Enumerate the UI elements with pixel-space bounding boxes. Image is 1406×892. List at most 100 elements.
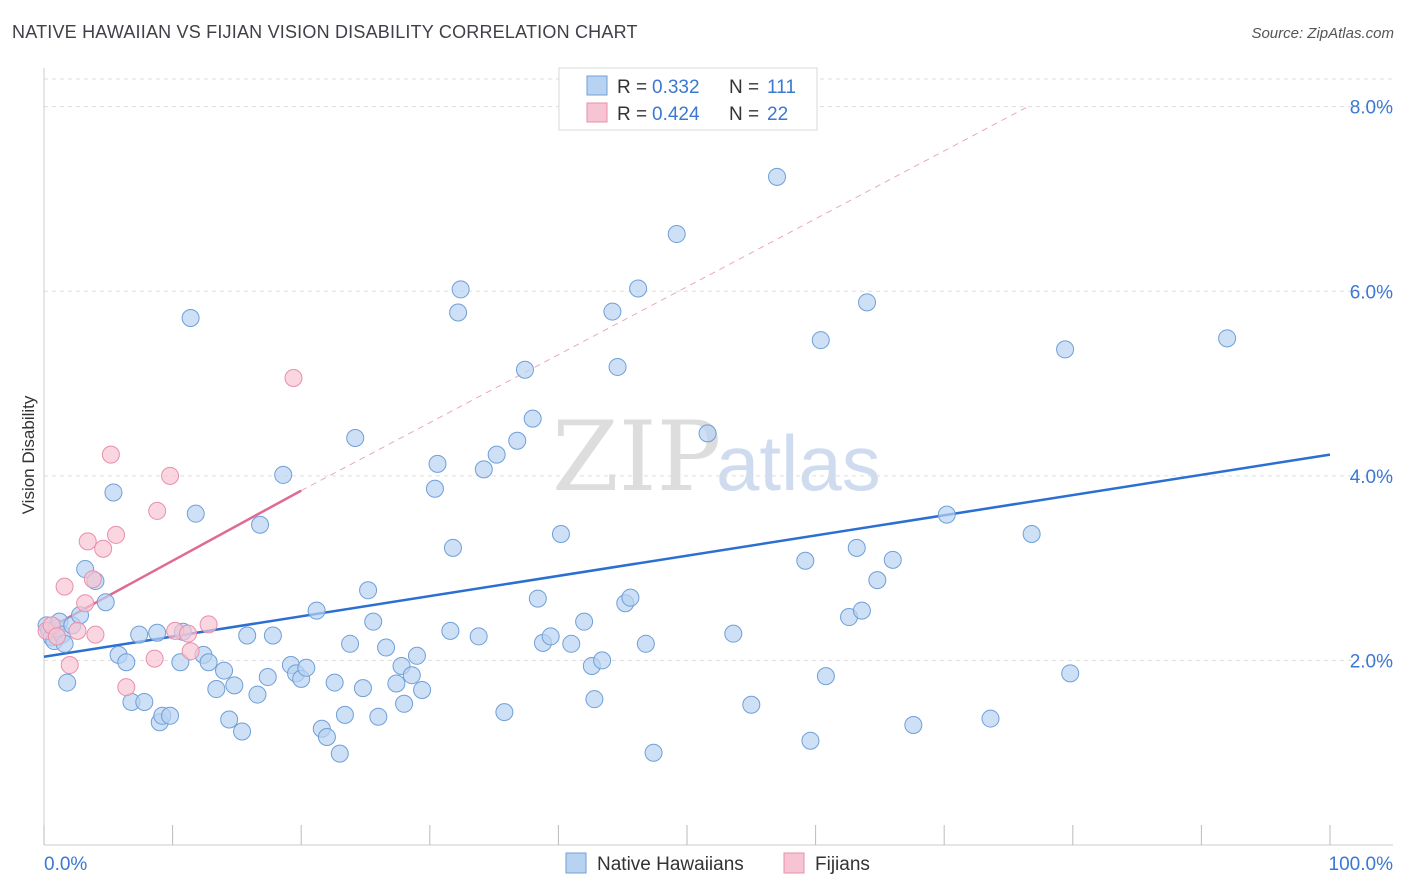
native-hawaiian-point [96,593,115,612]
native-hawaiian-point [402,666,421,685]
fijian-point [284,369,303,388]
fijian-point [78,532,97,551]
native-hawaiian-point [449,303,468,322]
legend: R = 0.332 N = 111 R = 0.424 N = 22 [558,67,818,131]
native-hawaiian-point [215,661,234,680]
native-hawaiian-point [593,651,612,670]
y-tick-label: 4.0% [1350,467,1393,488]
native-hawaiian-point [238,626,257,645]
legend-r-label-1: R = [617,77,647,98]
series-swatch-fijians [783,852,805,874]
x-tick-label-min: 0.0% [44,854,87,875]
native-hawaiian-point [585,690,604,709]
native-hawaiian-point [801,731,820,750]
native-hawaiian-point [325,673,344,692]
native-hawaiian-point [811,331,830,350]
gridlines [44,78,1393,661]
native-hawaiian-point [307,601,326,620]
native-hawaiian-point [981,709,1000,728]
fijian-point [148,501,167,520]
native-hawaiian-point [148,623,167,642]
legend-n-value-2: 22 [767,104,788,125]
native-hawaiian-point [407,646,426,665]
legend-r-value-1: 0.332 [652,77,700,98]
native-hawaiian-point [263,626,282,645]
native-hawaiian-point [1056,340,1075,359]
native-hawaiian-point [341,634,360,653]
native-hawaiians-trend-line [43,453,1331,658]
native-hawaiian-point [171,653,190,672]
native-hawaiian-point [395,694,414,713]
native-hawaiian-point [317,728,336,747]
native-hawaiian-point [575,612,594,631]
fijian-point [47,627,66,646]
fijian-point [161,466,180,485]
fijian-point [199,615,218,634]
native-hawaiian-point [443,538,462,557]
native-hawaiian-point [369,707,388,726]
series-label-fijians: Fijians [815,854,870,875]
fijian-point [117,678,136,697]
legend-swatch-pink [586,102,608,123]
native-hawaiian-point [515,360,534,379]
native-hawaiian-point [796,551,815,570]
native-hawaiian-point [667,225,686,244]
native-hawaiian-point [551,524,570,543]
fijian-point [68,621,87,640]
native-hawaiian-point [768,167,787,186]
y-tick-label: 2.0% [1350,651,1393,672]
legend-r-label-2: R = [617,104,647,125]
native-hawaiian-point [387,674,406,693]
native-hawaiian-point [451,280,470,299]
legend-r-value-2: 0.424 [652,104,700,125]
zipatlas-watermark: ZIP atlas [552,401,881,513]
native-hawaiian-point [220,710,239,729]
source-credit: Source: ZipAtlas.com [1251,25,1394,42]
native-hawaiian-point [413,680,432,699]
native-hawaiian-point [847,538,866,557]
native-hawaiian-point [130,625,149,644]
native-hawaiian-point [186,504,205,523]
native-hawaiian-point [698,424,717,443]
native-hawaiian-point [742,695,761,714]
native-hawaiian-point [636,634,655,653]
native-hawaiian-point [364,612,383,631]
native-hawaiian-point [251,515,270,534]
native-hawaiian-point [428,454,447,473]
native-hawaiian-point [644,743,663,762]
native-hawaiian-point [425,479,444,498]
fijian-point [60,656,79,675]
native-hawaiian-point [868,571,887,590]
watermark-zip: ZIP [552,401,721,513]
trend-lines [43,106,1331,658]
native-hawaiian-point [883,550,902,569]
native-hawaiian-point [330,744,349,763]
fijian-point [107,525,126,544]
native-hawaiian-point [562,634,581,653]
native-hawaiian-point [377,638,396,657]
native-hawaiian-point [852,601,871,620]
fijian-point [76,594,95,613]
native-hawaiian-point [858,293,877,312]
chart-title: NATIVE HAWAIIAN VS FIJIAN VISION DISABIL… [12,22,638,42]
series-swatch-native-hawaiians [565,852,587,874]
native-hawaiian-point [353,679,372,698]
watermark-atlas: atlas [716,419,881,507]
native-hawaiian-point [1022,524,1041,543]
fijian-point [145,649,164,668]
native-hawaiian-point [233,722,252,741]
legend-n-value-1: 111 [767,77,796,98]
axes [43,68,1393,846]
legend-n-label-1: N = [729,77,759,98]
native-hawaiian-point [199,653,218,672]
series-legend: Native Hawaiians Fijians [565,852,870,875]
data-points [37,167,1237,763]
y-tick-label: 8.0% [1350,98,1393,119]
native-hawaiian-point [117,653,136,672]
native-hawaiian-point [816,667,835,686]
native-hawaiian-point [335,705,354,724]
native-hawaiian-point [135,692,154,711]
native-hawaiian-point [621,588,640,607]
y-axis-title: Vision Disability [19,395,38,514]
